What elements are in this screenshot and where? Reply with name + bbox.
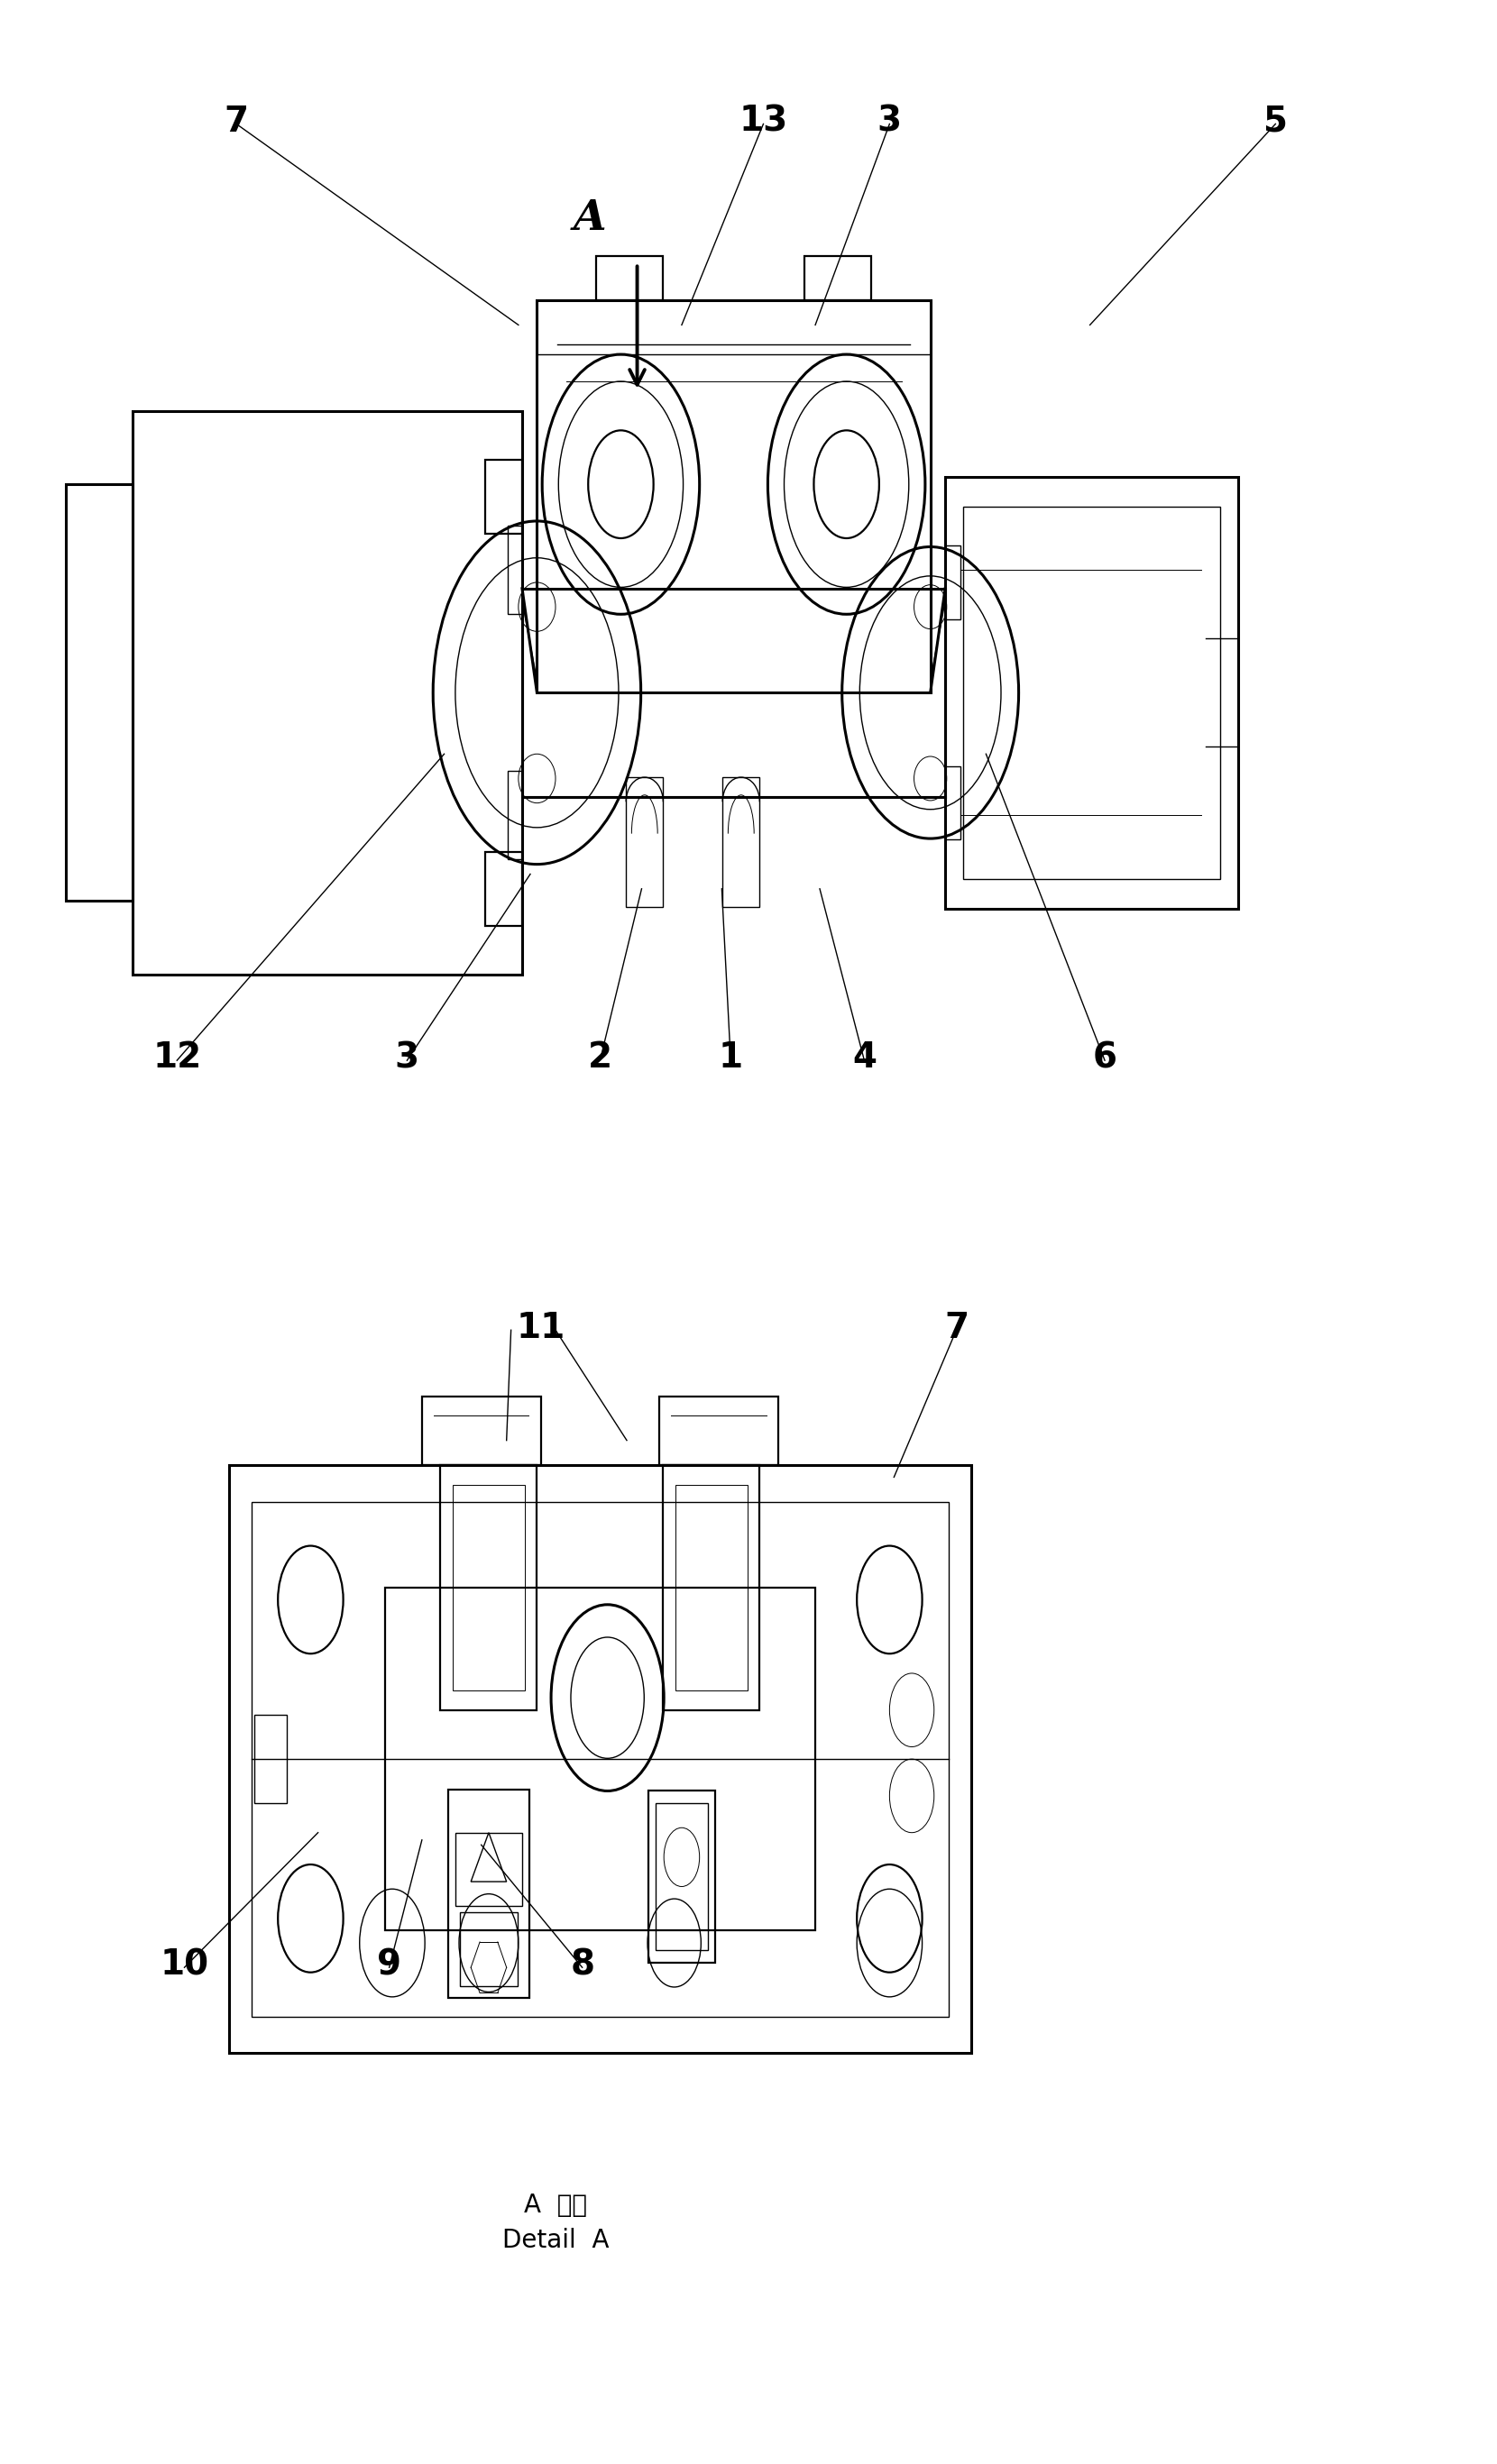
Bar bbox=[656, 1804, 708, 1951]
Bar bbox=[254, 1715, 287, 1804]
Text: 12: 12 bbox=[153, 1040, 202, 1074]
Text: 7: 7 bbox=[945, 1311, 969, 1345]
Text: 3: 3 bbox=[877, 103, 901, 138]
Bar bbox=[385, 1587, 816, 1932]
Bar bbox=[626, 776, 663, 907]
Bar bbox=[422, 1397, 540, 1466]
Bar bbox=[660, 1397, 778, 1466]
Bar bbox=[229, 1466, 972, 2053]
Bar bbox=[485, 461, 522, 532]
Bar bbox=[522, 589, 945, 796]
Text: 13: 13 bbox=[740, 103, 787, 138]
Text: 8: 8 bbox=[570, 1949, 594, 1981]
Bar bbox=[485, 853, 522, 926]
Bar bbox=[537, 301, 930, 692]
Text: 3: 3 bbox=[395, 1040, 419, 1074]
Bar bbox=[596, 256, 663, 301]
Bar bbox=[440, 1466, 537, 1710]
Bar bbox=[507, 525, 522, 614]
Bar bbox=[963, 508, 1220, 880]
Bar bbox=[448, 1789, 530, 1998]
Bar bbox=[723, 776, 759, 907]
Text: A: A bbox=[573, 197, 606, 239]
Bar bbox=[455, 1833, 522, 1907]
Bar bbox=[507, 771, 522, 860]
Bar bbox=[132, 411, 522, 976]
Bar bbox=[945, 478, 1238, 909]
Text: 6: 6 bbox=[1093, 1040, 1117, 1074]
Bar bbox=[460, 1912, 518, 1986]
Bar bbox=[945, 766, 960, 840]
Text: 5: 5 bbox=[1263, 103, 1287, 138]
Text: 10: 10 bbox=[160, 1949, 208, 1981]
Text: A  詳細
Detail  A: A 詳細 Detail A bbox=[501, 2193, 609, 2255]
Text: 2: 2 bbox=[588, 1040, 612, 1074]
Bar bbox=[945, 545, 960, 618]
Bar bbox=[66, 485, 132, 902]
Bar bbox=[648, 1791, 716, 1961]
Bar bbox=[251, 1501, 949, 2016]
Text: 9: 9 bbox=[377, 1949, 401, 1981]
Bar bbox=[804, 256, 871, 301]
Bar bbox=[663, 1466, 759, 1710]
Text: 4: 4 bbox=[852, 1040, 876, 1074]
Text: 1: 1 bbox=[719, 1040, 743, 1074]
Bar bbox=[452, 1483, 525, 1690]
Bar bbox=[675, 1483, 748, 1690]
Text: 11: 11 bbox=[516, 1311, 566, 1345]
Text: 7: 7 bbox=[225, 103, 249, 138]
